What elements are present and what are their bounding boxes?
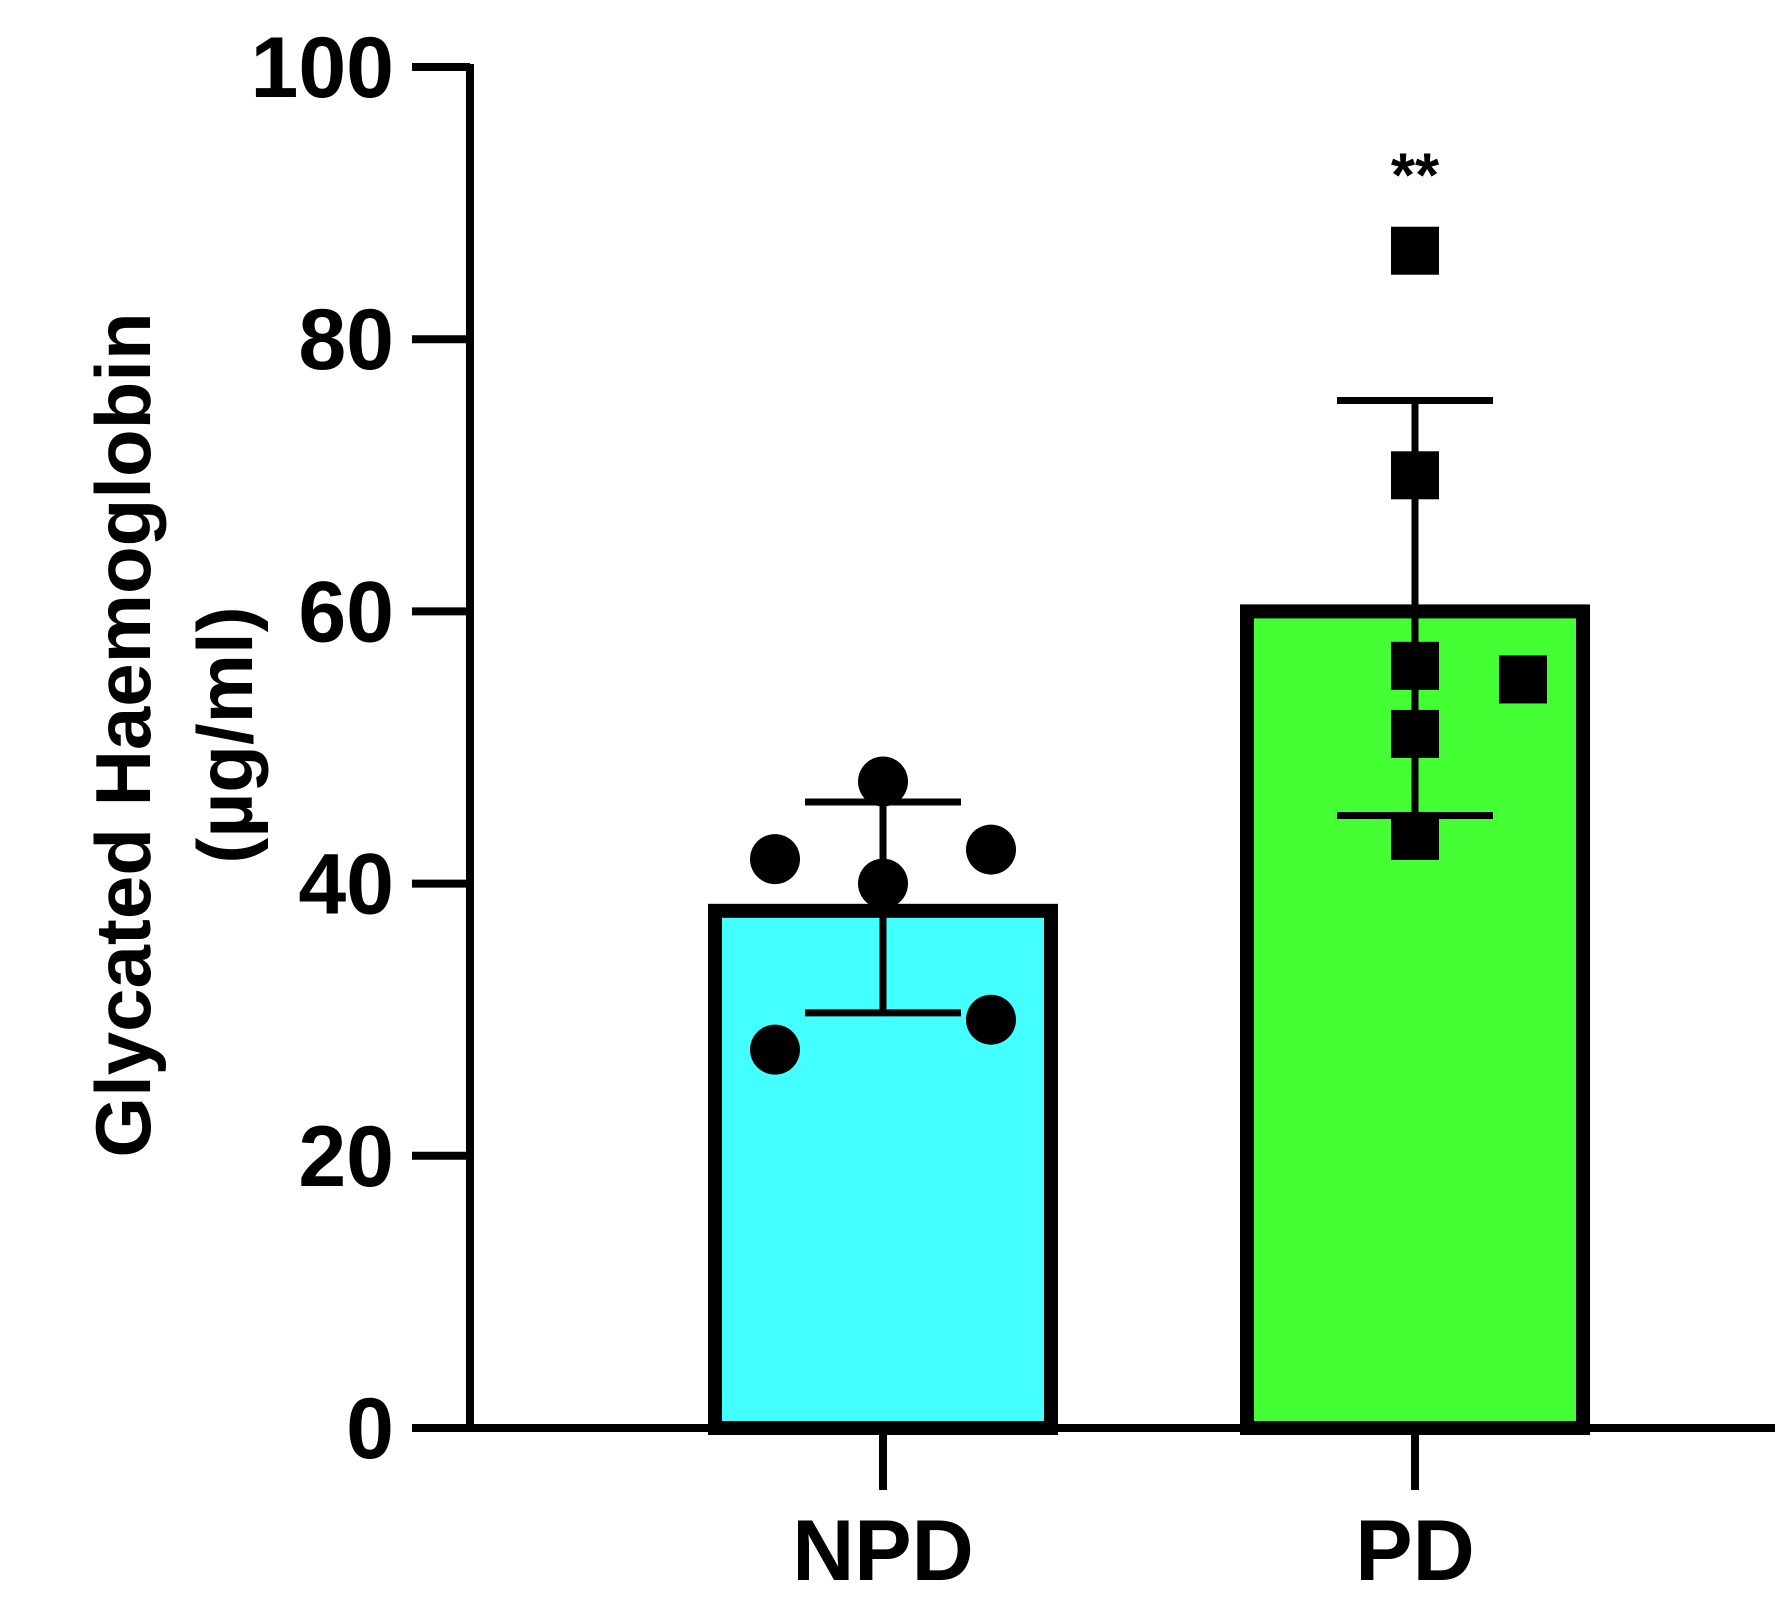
y-tick-label-20: 20 <box>298 1109 394 1205</box>
data-point-npd-2 <box>750 834 800 885</box>
x-tick-label-npd: NPD <box>792 1503 974 1599</box>
data-point-npd-6 <box>966 994 1016 1045</box>
data-point-npd-4 <box>858 858 908 909</box>
data-point-pd-3 <box>1391 641 1439 690</box>
y-axis-label: Glycated Haemoglobin (µg/ml) <box>79 312 269 1157</box>
y-tick-label-40: 40 <box>298 837 394 933</box>
data-point-pd-1 <box>1391 226 1439 275</box>
data-point-npd-3 <box>966 824 1016 875</box>
y-tick-label-60: 60 <box>298 564 394 660</box>
x-tick-label-pd: PD <box>1355 1503 1474 1599</box>
annotations-layer: ** <box>1391 142 1440 211</box>
bars-layer <box>708 604 1590 1435</box>
y-tick-label-0: 0 <box>346 1381 394 1477</box>
significance-marker: ** <box>1391 142 1440 211</box>
points-layer <box>750 226 1547 1075</box>
y-tick-label-100: 100 <box>251 20 395 116</box>
data-point-pd-6 <box>1391 811 1439 860</box>
data-point-npd-1 <box>858 756 908 807</box>
axes-layer: 0 20 40 60 80 100 NPD PD <box>251 20 1775 1599</box>
data-point-pd-2 <box>1391 451 1439 500</box>
data-point-npd-5 <box>750 1024 800 1075</box>
data-point-pd-5 <box>1391 709 1439 758</box>
y-axis-label-line-2: (µg/ml) <box>181 606 269 863</box>
y-tick-label-80: 80 <box>298 292 394 388</box>
data-point-pd-4 <box>1499 655 1547 704</box>
y-axis-label-line-1: Glycated Haemoglobin <box>79 312 167 1157</box>
